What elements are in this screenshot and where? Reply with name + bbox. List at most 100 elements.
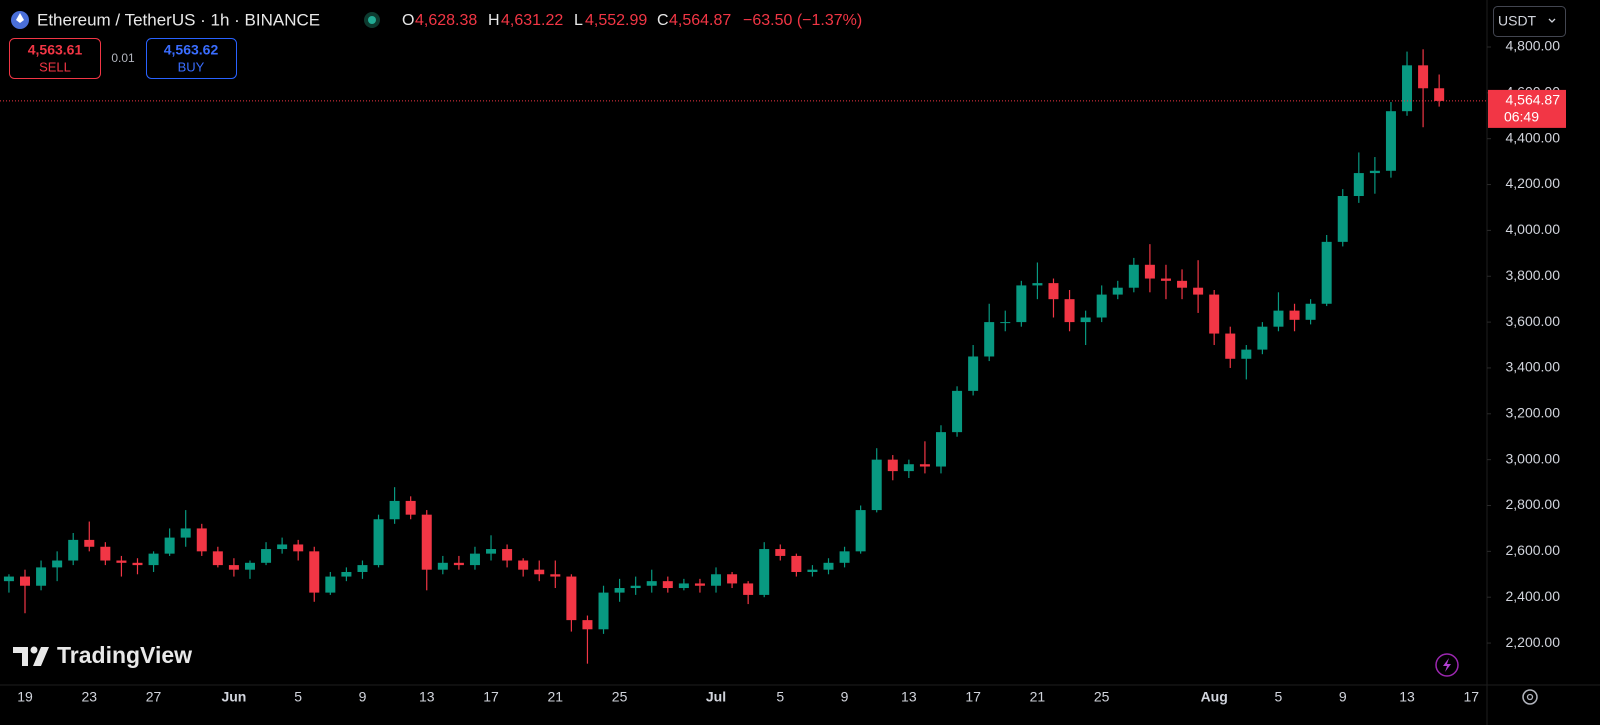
alert-icon[interactable] [1435, 653, 1459, 677]
candle-body [871, 459, 882, 511]
settings-icon [1526, 693, 1534, 701]
candle-body [84, 539, 95, 547]
y-tick-label: 3,600.00 [1506, 313, 1561, 329]
x-tick-label: 9 [1339, 689, 1347, 705]
candle-body [68, 539, 79, 561]
candle-body [309, 551, 320, 593]
candle-body [1369, 170, 1380, 174]
candle-body [727, 574, 738, 584]
y-tick-label: 2,800.00 [1506, 496, 1561, 512]
sell-button[interactable] [9, 38, 101, 79]
x-tick-label: 25 [612, 689, 628, 705]
candle-body [341, 571, 352, 577]
currency-button[interactable] [1493, 6, 1566, 37]
market-status [368, 16, 376, 24]
candle-body [1096, 294, 1107, 318]
candle-body [373, 519, 384, 566]
x-tick-label: 13 [901, 689, 917, 705]
candle-body [984, 322, 995, 357]
x-tick-label: Jun [221, 689, 246, 705]
candle-body [1273, 310, 1284, 327]
spread: 0.01 [111, 51, 135, 65]
candle-body [711, 574, 722, 586]
x-tick-label: 9 [841, 689, 849, 705]
candle-body [1337, 196, 1348, 242]
candle-body [469, 553, 480, 566]
x-tick-label: 13 [419, 689, 435, 705]
ohlc-key: C [657, 12, 669, 29]
logo-text: TradingView [57, 642, 192, 668]
candle-body [244, 562, 255, 570]
y-tick-label: 2,600.00 [1506, 542, 1561, 558]
candle-body [743, 583, 754, 595]
candle-body [277, 544, 288, 550]
x-tick-label: 17 [1464, 689, 1480, 705]
candle-body [534, 569, 545, 575]
candle-body [775, 549, 786, 556]
candle-body [100, 546, 111, 561]
x-tick-label: 21 [548, 689, 564, 705]
candle-body [389, 500, 400, 520]
x-tick-label: 27 [146, 689, 162, 705]
settings-icon[interactable] [1522, 689, 1538, 705]
candle-body [1193, 287, 1204, 295]
candle-body [1209, 294, 1220, 334]
x-tick-label: 17 [965, 689, 981, 705]
candle-body [791, 555, 802, 572]
x-tick-label: 19 [17, 689, 33, 705]
candle-body [502, 549, 513, 561]
candle-body [116, 560, 127, 563]
candle-body [952, 390, 963, 433]
candle-body [148, 553, 159, 566]
x-tick-label: Jul [706, 689, 726, 705]
last-price-label: 4,564.87 [1506, 92, 1561, 108]
x-tick-label: 9 [359, 689, 367, 705]
candle-body [132, 562, 143, 566]
candle-body [968, 356, 979, 391]
alert-icon [1443, 658, 1451, 672]
candle-body [1144, 264, 1155, 279]
buy-label: BUY [178, 59, 205, 74]
candle-body [196, 528, 207, 552]
candle-body [855, 510, 866, 552]
candle-body [646, 581, 657, 586]
candle-body [325, 576, 336, 593]
y-tick-label: 4,800.00 [1506, 38, 1561, 54]
candle-body [1225, 333, 1236, 359]
candle-body [293, 544, 304, 552]
candle-body [630, 585, 641, 589]
candle-body [164, 537, 175, 554]
candle-body [903, 464, 914, 472]
candle-body [405, 500, 416, 515]
candle-body [550, 574, 561, 577]
x-tick-label: 5 [1275, 689, 1283, 705]
candle-body [453, 562, 464, 566]
logo: TradingView [13, 642, 192, 668]
candle-body [1000, 322, 1011, 324]
candle-body [1353, 173, 1364, 197]
x-tick-label: 17 [483, 689, 499, 705]
candle-body [678, 583, 689, 589]
candle-body [3, 576, 14, 582]
candle-body [694, 583, 705, 586]
buy-button[interactable] [146, 38, 237, 79]
symbol-title: Ethereum / TetherUS · 1h · BINANCE [37, 10, 320, 29]
logo-mark [30, 646, 38, 654]
y-tick-label: 4,000.00 [1506, 221, 1561, 237]
ohlc-value: 4,631.22 [501, 12, 563, 29]
candle-body [228, 565, 239, 570]
candle-body [598, 592, 609, 630]
candle-body [357, 565, 368, 572]
candle-body [1080, 317, 1091, 323]
x-tick-label: Aug [1201, 689, 1228, 705]
y-tick-label: 3,200.00 [1506, 404, 1561, 420]
candle-body [1032, 283, 1043, 286]
candle-body [935, 432, 946, 467]
candle-body [1241, 349, 1252, 359]
logo-mark [33, 647, 49, 666]
candle-body [887, 459, 898, 472]
logo-mark [13, 647, 28, 666]
candle-body [486, 549, 497, 554]
